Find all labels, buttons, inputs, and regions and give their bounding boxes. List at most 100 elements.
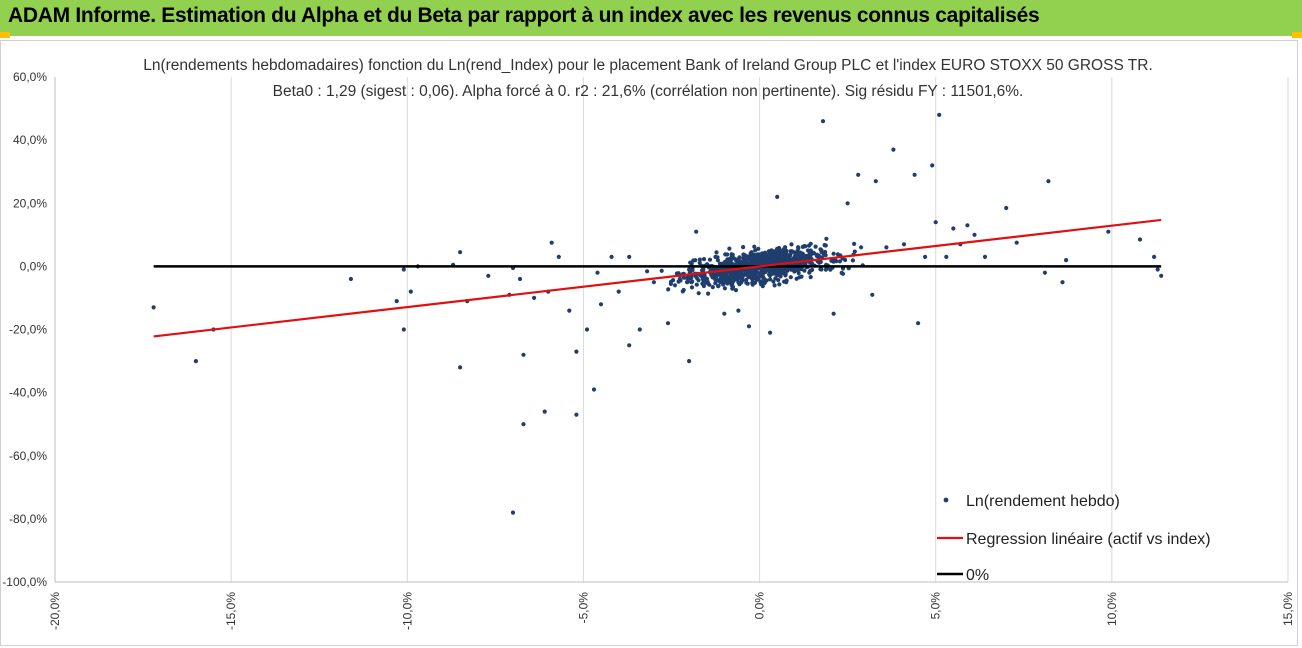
data-point xyxy=(713,281,718,286)
data-point xyxy=(769,260,774,265)
data-point xyxy=(689,280,694,285)
data-point xyxy=(763,268,769,273)
data-point xyxy=(672,283,678,288)
data-point xyxy=(697,257,703,262)
data-point xyxy=(717,272,722,277)
data-point xyxy=(1014,240,1019,245)
data-point xyxy=(710,285,715,290)
data-point xyxy=(730,252,735,257)
data-point xyxy=(706,291,711,296)
data-point xyxy=(845,201,850,206)
data-point xyxy=(831,251,836,256)
data-point xyxy=(965,223,970,228)
data-point xyxy=(680,289,685,294)
data-point xyxy=(1064,258,1069,263)
data-point xyxy=(394,299,399,304)
y-tick-label: -20,0% xyxy=(9,323,47,337)
data-point xyxy=(694,229,699,234)
data-point xyxy=(725,274,730,279)
data-point xyxy=(772,283,777,288)
chart-frame xyxy=(0,40,1298,646)
data-point xyxy=(808,275,813,280)
data-point xyxy=(808,268,813,274)
data-point xyxy=(521,352,526,357)
data-point xyxy=(756,276,761,281)
data-point xyxy=(765,257,770,262)
data-point xyxy=(741,252,746,257)
data-point xyxy=(725,281,730,286)
data-point xyxy=(701,267,706,272)
data-point xyxy=(779,271,784,276)
data-point xyxy=(627,343,632,348)
data-point xyxy=(749,252,754,257)
data-point xyxy=(736,280,741,285)
data-point xyxy=(707,257,713,262)
data-point xyxy=(734,272,739,277)
data-point xyxy=(806,243,812,248)
data-point xyxy=(730,284,736,289)
data-point xyxy=(824,236,829,241)
data-point xyxy=(823,243,828,248)
data-point xyxy=(728,256,733,261)
data-point xyxy=(574,349,579,354)
data-point xyxy=(775,246,780,251)
x-tick-label: 15,0% xyxy=(1281,592,1295,626)
data-point xyxy=(734,257,739,262)
data-point xyxy=(873,179,878,184)
data-point xyxy=(951,226,956,231)
data-point xyxy=(715,258,721,263)
data-point xyxy=(701,257,707,262)
data-point xyxy=(797,275,802,280)
data-point xyxy=(722,286,728,291)
data-point xyxy=(598,302,604,307)
data-point xyxy=(744,280,749,285)
data-point xyxy=(458,250,463,255)
data-point xyxy=(751,274,756,280)
data-point xyxy=(901,242,907,247)
data-point xyxy=(408,289,413,294)
report-title: ADAM Informe. Estimation du Alpha et du … xyxy=(8,4,1040,27)
data-point xyxy=(785,257,790,262)
data-point xyxy=(802,268,807,273)
data-point xyxy=(768,330,773,335)
data-point xyxy=(722,311,727,316)
data-point xyxy=(792,269,797,274)
data-point xyxy=(713,254,718,259)
data-point xyxy=(694,275,700,281)
data-point xyxy=(689,261,694,266)
banner-accent-left xyxy=(0,32,10,38)
data-point xyxy=(792,257,797,262)
data-point xyxy=(789,242,794,247)
data-point xyxy=(645,269,650,274)
data-point xyxy=(828,267,833,272)
data-point xyxy=(788,250,794,255)
data-point xyxy=(637,327,642,332)
data-point xyxy=(780,250,785,255)
data-point xyxy=(651,280,657,285)
legend-marker-scatter xyxy=(943,497,949,503)
y-tick-label: -60,0% xyxy=(9,449,47,463)
data-point xyxy=(567,308,572,313)
data-point xyxy=(741,261,747,266)
data-point xyxy=(401,327,406,332)
data-point xyxy=(1046,179,1051,184)
title-banner: ADAM Informe. Estimation du Alpha et du … xyxy=(0,0,1302,36)
x-tick-label: -15,0% xyxy=(224,592,238,630)
data-point xyxy=(784,249,789,254)
data-point xyxy=(807,251,812,256)
data-point xyxy=(686,279,691,284)
data-point xyxy=(666,287,671,292)
data-point xyxy=(727,246,732,251)
data-point xyxy=(750,280,755,285)
data-point xyxy=(549,240,554,245)
data-point xyxy=(736,260,742,265)
data-point xyxy=(728,275,733,280)
chart-subtitle: Beta0 : 1,29 (sigest : 0,06). Alpha forc… xyxy=(273,83,1024,100)
data-point xyxy=(721,274,726,279)
data-point xyxy=(719,277,724,283)
data-point xyxy=(835,252,841,257)
data-point xyxy=(796,254,802,259)
data-point xyxy=(783,245,788,250)
data-point xyxy=(760,284,765,289)
